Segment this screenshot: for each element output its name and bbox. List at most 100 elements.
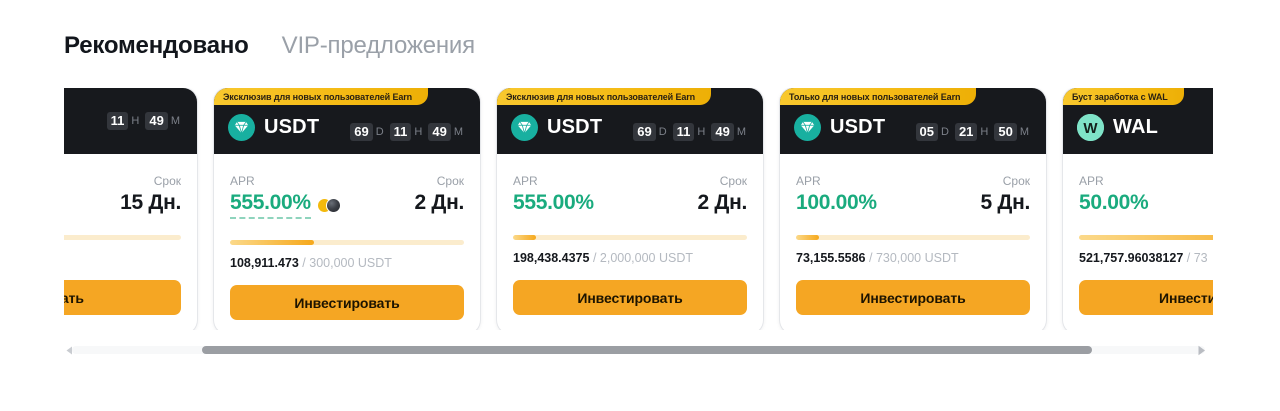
funding-progress: / ,000 BBSOL bbox=[64, 235, 181, 265]
timer-hours-unit: H bbox=[414, 126, 423, 138]
coin-identity: W WAL bbox=[1077, 114, 1213, 141]
invest-button[interactable]: Инвестировать bbox=[230, 285, 464, 321]
wal-icon: W bbox=[1077, 114, 1104, 141]
invest-button[interactable]: Инвестировать bbox=[796, 280, 1030, 316]
card-promo-badge: Эксклюзив для новых пользователей Earn bbox=[214, 88, 429, 105]
apr-line: 555.00% bbox=[513, 191, 594, 214]
scrollbar-thumb[interactable] bbox=[202, 346, 1092, 354]
card-body: APR 100.00% Срок 5 Дн. 73,155.5586 / 730,000… bbox=[780, 154, 1046, 316]
offer-card[interactable]: Эксклюзив для новых пользователей Earn US… bbox=[214, 88, 480, 330]
timer-minutes-unit: M bbox=[1019, 126, 1029, 138]
amount-current: 198,438.4375 bbox=[513, 251, 590, 266]
amount-current: 73,155.5586 bbox=[796, 251, 866, 266]
reward-coin-dark-icon bbox=[325, 198, 341, 214]
term-value: 15 Дн. bbox=[120, 191, 181, 214]
funding-amounts: / ,000 BBSOL bbox=[64, 251, 181, 265]
timer-minutes-unit: M bbox=[170, 115, 180, 127]
timer-hours: 11 bbox=[389, 123, 412, 141]
timer-hours-unit: H bbox=[697, 126, 706, 138]
apr-value: 50.00% bbox=[1079, 191, 1149, 214]
term-label: Срок bbox=[153, 174, 181, 188]
coin-symbol: USDT bbox=[264, 116, 320, 138]
term-block: Срок 5 Дн. bbox=[981, 174, 1031, 214]
timer-hours: 21 bbox=[954, 123, 978, 141]
progress-track bbox=[1079, 235, 1213, 241]
card-body: APR 555.00% Срок 2 Дн. 198,438.4375 / 2,000,… bbox=[497, 154, 763, 316]
offer-card[interactable]: 11H 49M Срок 15 Дн. / ,000 BBSOL овать bbox=[64, 88, 197, 330]
apr-label: APR bbox=[230, 174, 255, 188]
coin-identity: USDT bbox=[228, 114, 350, 141]
funding-progress: 73,155.5586 / 730,000 USDT bbox=[796, 235, 1030, 265]
term-value: 2 Дн. bbox=[414, 191, 465, 214]
gem-icon bbox=[794, 114, 821, 141]
apr-line: 50.00% bbox=[1079, 191, 1149, 214]
carousel-scrollbar[interactable] bbox=[64, 343, 1213, 357]
timer-days: 69 bbox=[350, 123, 373, 141]
term-value: 5 Дн. bbox=[980, 191, 1031, 214]
timer-days: 69 bbox=[633, 123, 656, 141]
card-metrics: APR 100.00% Срок 5 Дн. bbox=[796, 174, 1030, 214]
apr-block: APR 50.00% bbox=[1079, 174, 1149, 214]
gem-icon bbox=[228, 114, 255, 141]
invest-button[interactable]: Инвестировать bbox=[513, 280, 747, 316]
svg-text:W: W bbox=[1083, 120, 1098, 137]
scroll-left-arrow-icon[interactable] bbox=[62, 343, 76, 357]
countdown-timer: 69 D 11 H 49 M bbox=[633, 123, 749, 141]
card-body: Срок 15 Дн. / ,000 BBSOL овать bbox=[64, 154, 197, 316]
progress-fill bbox=[230, 240, 315, 246]
amount-total: 2,000,000 USDT bbox=[599, 251, 693, 266]
apr-line: 555.00% bbox=[230, 191, 341, 220]
apr-label: APR bbox=[1079, 174, 1104, 188]
progress-track bbox=[230, 240, 464, 246]
invest-button[interactable]: Инвестиро bbox=[1079, 280, 1213, 316]
timer-minutes: 49 bbox=[711, 123, 734, 141]
scroll-right-arrow-icon[interactable] bbox=[1194, 343, 1208, 357]
card-promo-badge: Буст заработка с WAL bbox=[1063, 88, 1184, 105]
funding-progress: 198,438.4375 / 2,000,000 USDT bbox=[513, 235, 747, 265]
apr-block: APR 555.00% bbox=[230, 174, 341, 220]
tab-bar: Рекомендовано VIP-предложения bbox=[64, 32, 475, 60]
offer-card[interactable]: Эксклюзив для новых пользователей Earn US… bbox=[497, 88, 763, 330]
gem-icon bbox=[511, 114, 538, 141]
card-promo-badge: Только для новых пользователей Earn bbox=[780, 88, 977, 105]
amount-separator: / bbox=[865, 251, 876, 266]
countdown-timer: 11 H 49 M bbox=[106, 112, 183, 130]
coin-symbol: WAL bbox=[1113, 116, 1159, 138]
card-body: APR 50.00% 521,757.96038127 / 73 Инвестиро bbox=[1063, 154, 1213, 316]
timer-minutes-unit: M bbox=[736, 126, 746, 138]
card-metrics: APR 555.00% Срок 2 Дн. bbox=[513, 174, 747, 214]
card-metrics: APR 555.00% Срок 2 Дн. bbox=[230, 174, 465, 220]
timer-minutes: 49 bbox=[428, 123, 451, 141]
amount-current: 108,911.473 bbox=[230, 256, 299, 271]
tab-recommended[interactable]: Рекомендовано bbox=[64, 32, 249, 59]
card-promo-badge: Эксклюзив для новых пользователей Earn bbox=[497, 88, 712, 105]
offer-card[interactable]: Только для новых пользователей Earn USDT 0… bbox=[780, 88, 1046, 330]
apr-label: APR bbox=[513, 174, 538, 188]
amount-separator: / bbox=[1183, 251, 1194, 266]
timer-days-unit: D bbox=[375, 126, 384, 138]
offer-card[interactable]: Буст заработка с WALWWAL02DAPR50.00%521,… bbox=[1063, 88, 1213, 330]
funding-progress: 521,757.96038127 / 73 bbox=[1079, 235, 1213, 265]
card-metrics: APR 50.00% bbox=[1079, 174, 1213, 214]
apr-value: 555.00% bbox=[513, 191, 594, 214]
apr-value: 555.00% bbox=[230, 191, 311, 220]
progress-fill bbox=[796, 235, 820, 241]
term-label: Срок bbox=[719, 174, 747, 188]
amount-total: 300,000 USDT bbox=[309, 256, 392, 271]
coin-identity: USDT bbox=[511, 114, 633, 141]
timer-minutes-unit: M bbox=[453, 126, 463, 138]
amount-separator: / bbox=[298, 256, 310, 271]
progress-fill bbox=[1079, 235, 1213, 241]
timer-days-unit: D bbox=[940, 126, 949, 138]
timer-hours-unit: H bbox=[980, 126, 989, 138]
invest-button[interactable]: овать bbox=[64, 280, 181, 316]
term-value: 2 Дн. bbox=[697, 191, 748, 214]
card-header: 11 H 49 M bbox=[64, 88, 197, 154]
tab-vip-offers[interactable]: VIP-предложения bbox=[281, 32, 475, 59]
funding-amounts: 108,911.473 / 300,000 USDT bbox=[230, 256, 464, 270]
amount-current: 521,757.96038127 bbox=[1079, 251, 1184, 266]
timer-hours: 11 bbox=[672, 123, 695, 141]
apr-label: APR bbox=[796, 174, 821, 188]
term-block: Срок 15 Дн. bbox=[120, 174, 181, 214]
